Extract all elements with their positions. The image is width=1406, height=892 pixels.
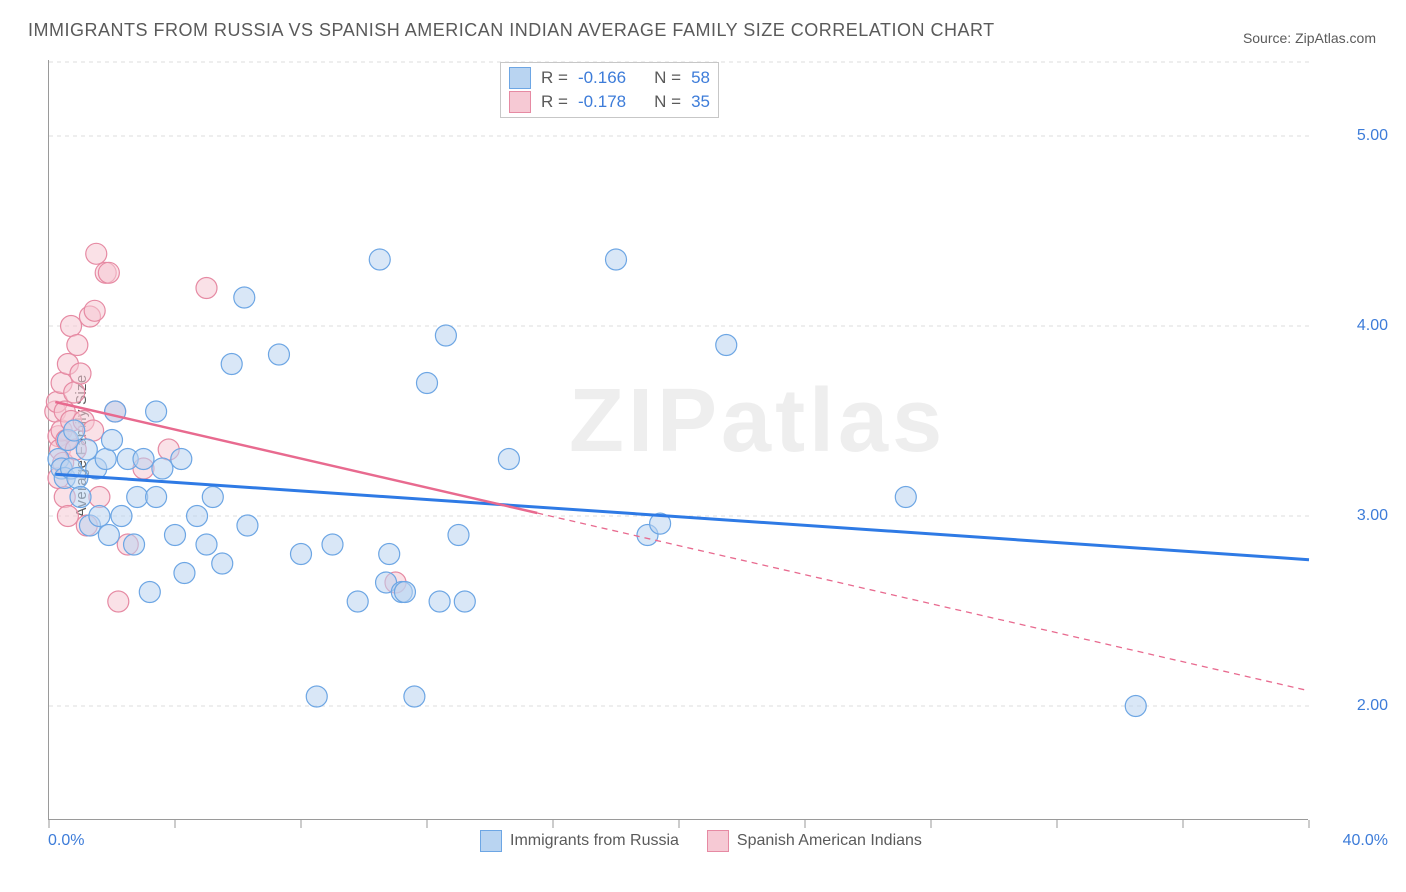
scatter-point xyxy=(152,458,173,479)
scatter-point xyxy=(234,287,255,308)
scatter-point xyxy=(322,534,343,555)
scatter-point xyxy=(57,506,78,527)
y-tick-label: 5.00 xyxy=(1357,127,1388,145)
legend-item-0: Immigrants from Russia xyxy=(480,830,679,852)
scatter-point xyxy=(435,325,456,346)
scatter-point xyxy=(498,449,519,470)
scatter-point xyxy=(347,591,368,612)
scatter-point xyxy=(102,430,123,451)
scatter-point xyxy=(108,591,129,612)
plot-svg xyxy=(49,60,1308,819)
scatter-point xyxy=(454,591,475,612)
scatter-point xyxy=(86,243,107,264)
scatter-point xyxy=(105,401,126,422)
scatter-point xyxy=(404,686,425,707)
correlation-row-1: R = -0.178 N = 35 xyxy=(509,91,710,113)
scatter-point xyxy=(268,344,289,365)
scatter-point xyxy=(124,534,145,555)
swatch-series-0 xyxy=(509,67,531,89)
scatter-point xyxy=(196,278,217,299)
series-legend: Immigrants from Russia Spanish American … xyxy=(480,830,922,852)
scatter-point xyxy=(83,420,104,441)
scatter-point xyxy=(98,525,119,546)
scatter-point xyxy=(98,262,119,283)
scatter-point xyxy=(146,487,167,508)
scatter-point xyxy=(1125,696,1146,717)
y-tick-label: 4.00 xyxy=(1357,317,1388,335)
scatter-point xyxy=(89,506,110,527)
scatter-point xyxy=(89,487,110,508)
scatter-point xyxy=(716,335,737,356)
scatter-point xyxy=(67,468,88,489)
scatter-point xyxy=(306,686,327,707)
scatter-point xyxy=(221,354,242,375)
swatch-series-1 xyxy=(509,91,531,113)
scatter-point xyxy=(237,515,258,536)
scatter-point xyxy=(369,249,390,270)
scatter-point xyxy=(448,525,469,546)
n-value-0: 58 xyxy=(691,68,710,88)
scatter-point xyxy=(127,487,148,508)
scatter-point xyxy=(70,363,91,384)
scatter-point xyxy=(379,544,400,565)
legend-label-0: Immigrants from Russia xyxy=(510,832,679,850)
chart-title: IMMIGRANTS FROM RUSSIA VS SPANISH AMERIC… xyxy=(28,20,995,41)
scatter-point xyxy=(417,373,438,394)
scatter-point xyxy=(139,582,160,603)
correlation-legend: R = -0.166 N = 58 R = -0.178 N = 35 xyxy=(500,62,719,118)
r-value-0: -0.166 xyxy=(578,68,626,88)
scatter-point xyxy=(895,487,916,508)
scatter-point xyxy=(165,525,186,546)
y-tick-label: 3.00 xyxy=(1357,507,1388,525)
n-value-1: 35 xyxy=(691,92,710,112)
scatter-point xyxy=(174,563,195,584)
x-tick-label-max: 40.0% xyxy=(1343,832,1388,850)
scatter-point xyxy=(394,582,415,603)
scatter-point xyxy=(133,449,154,470)
r-label-1: R = xyxy=(541,92,568,112)
n-label-1: N = xyxy=(654,92,681,112)
source-label: Source: ZipAtlas.com xyxy=(1243,30,1376,46)
scatter-point xyxy=(64,382,85,403)
scatter-point xyxy=(95,449,116,470)
scatter-point xyxy=(67,335,88,356)
scatter-point xyxy=(146,401,167,422)
legend-swatch-0 xyxy=(480,830,502,852)
n-label-0: N = xyxy=(654,68,681,88)
scatter-point xyxy=(171,449,192,470)
scatter-point xyxy=(64,420,85,441)
scatter-point xyxy=(187,506,208,527)
legend-item-1: Spanish American Indians xyxy=(707,830,922,852)
scatter-point xyxy=(111,506,132,527)
x-tick-label-min: 0.0% xyxy=(48,832,84,850)
scatter-point xyxy=(70,487,91,508)
scatter-point xyxy=(76,439,97,460)
y-tick-label: 2.00 xyxy=(1357,697,1388,715)
legend-swatch-1 xyxy=(707,830,729,852)
scatter-point xyxy=(429,591,450,612)
scatter-point xyxy=(61,316,82,337)
scatter-point xyxy=(196,534,217,555)
correlation-row-0: R = -0.166 N = 58 xyxy=(509,67,710,89)
scatter-point xyxy=(84,300,105,321)
scatter-point xyxy=(606,249,627,270)
legend-label-1: Spanish American Indians xyxy=(737,832,922,850)
plot-area: ZIPatlas xyxy=(48,60,1308,820)
r-label-0: R = xyxy=(541,68,568,88)
scatter-point xyxy=(291,544,312,565)
scatter-point xyxy=(202,487,223,508)
scatter-point xyxy=(212,553,233,574)
r-value-1: -0.178 xyxy=(578,92,626,112)
